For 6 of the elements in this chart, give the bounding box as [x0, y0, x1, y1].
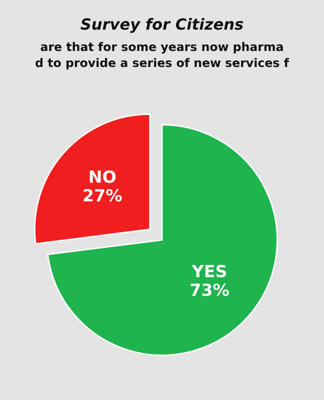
chart-title: Survey for Citizens: [80, 18, 244, 33]
slice-label: NO: [90, 170, 116, 183]
data-label: 73%: [190, 283, 229, 296]
chart-subtitle: are that for some years now pharma d to provide a series of new services f: [36, 42, 290, 70]
data-label: 27%: [84, 188, 122, 202]
slice-label: YES: [192, 264, 226, 278]
